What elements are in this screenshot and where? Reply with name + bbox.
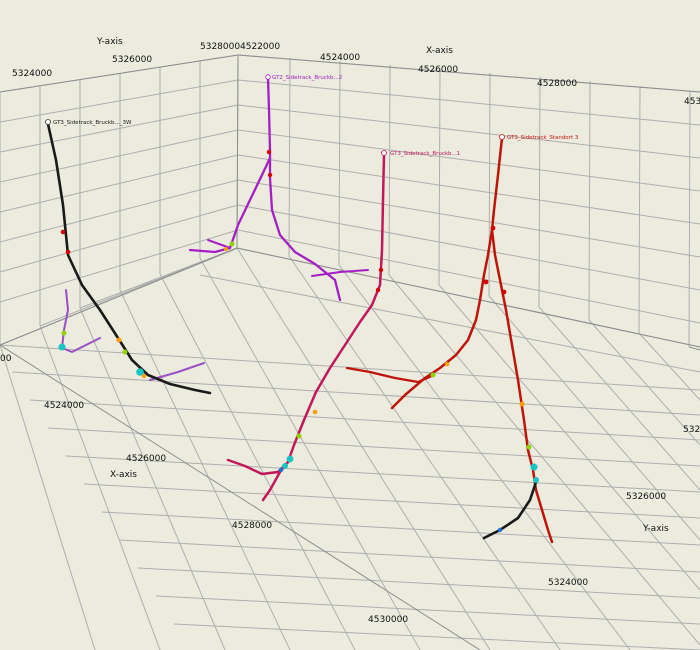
well-a-wellhead-marker bbox=[45, 119, 51, 125]
marker-red-b2 bbox=[267, 172, 273, 178]
marker-red-a1 bbox=[60, 229, 66, 235]
well-b-wellhead-marker bbox=[265, 74, 271, 80]
tick-bottom-x-3: 4530000 bbox=[368, 615, 408, 625]
marker-red-d2 bbox=[483, 279, 489, 285]
tick-top-y-1: 5326000 bbox=[112, 55, 152, 65]
marker-orange-d1 bbox=[444, 361, 450, 367]
grid-frame bbox=[0, 54, 700, 650]
well-a-purple-branch-2 bbox=[149, 362, 205, 381]
marker-cyan-d1 bbox=[530, 463, 538, 471]
tick-left-partial: 00 bbox=[0, 354, 12, 364]
well-label-c: GT3_Sidetrack_Bruckb...1 bbox=[390, 151, 460, 157]
well-trajectory-a[interactable] bbox=[45, 119, 212, 395]
well-b-branch-left bbox=[188, 156, 272, 254]
well-c-wellhead-marker bbox=[381, 150, 387, 156]
well-d-main-path bbox=[390, 136, 504, 410]
axis-ticks: 5324000 5326000 5328000 4522000 4524000 … bbox=[0, 42, 700, 625]
tick-top-x-0: 4522000 bbox=[240, 42, 280, 52]
tick-top-x-3: 4528000 bbox=[537, 79, 577, 89]
well-c-main-path bbox=[261, 153, 386, 502]
marker-green-c1 bbox=[296, 433, 302, 439]
tick-top-x-2: 4526000 bbox=[418, 65, 458, 75]
well-b-main-path bbox=[266, 76, 342, 302]
marker-orange-c1 bbox=[312, 409, 318, 415]
tick-top-x-1: 4524000 bbox=[320, 53, 360, 63]
well-b-branch-left-2 bbox=[207, 239, 231, 249]
tick-top-y-0: 5324000 bbox=[12, 69, 52, 79]
marker-green-d2 bbox=[526, 444, 532, 450]
marker-cyan-a2 bbox=[136, 368, 144, 376]
tick-top-x-4: 453 bbox=[684, 97, 700, 107]
tick-bottom-x-1: 4526000 bbox=[126, 454, 166, 464]
marker-red-d1 bbox=[490, 225, 496, 231]
well-d-black-tail bbox=[482, 480, 538, 540]
marker-green-d1 bbox=[430, 372, 436, 378]
marker-cyan-c1 bbox=[286, 455, 294, 463]
x-axis-title-top: X-axis bbox=[426, 46, 453, 56]
marker-red-d3 bbox=[501, 289, 507, 295]
well-b-branch-right bbox=[311, 269, 369, 277]
well-trajectory-b[interactable] bbox=[188, 74, 369, 302]
marker-orange-a2 bbox=[141, 373, 147, 379]
tick-right-y-1: 5326000 bbox=[626, 492, 666, 502]
well-d-branch-south bbox=[490, 228, 554, 544]
marker-orange-b1 bbox=[224, 247, 228, 251]
marker-cyan-a1 bbox=[58, 343, 66, 351]
tick-bottom-x-0: 4524000 bbox=[44, 401, 84, 411]
marker-red-c2 bbox=[375, 287, 381, 293]
tick-bottom-x-2: 4528000 bbox=[232, 521, 272, 531]
marker-orange-a1 bbox=[116, 337, 122, 343]
marker-red-b1 bbox=[266, 149, 272, 155]
well-label-a: GT3_Sidetrack_Bruckb..._3W bbox=[53, 120, 132, 126]
tick-right-y-0: 5324000 bbox=[548, 578, 588, 588]
y-axis-title-right: Y-axis bbox=[642, 524, 669, 534]
marker-red-c1 bbox=[378, 267, 384, 273]
well-d-branch-east-west bbox=[345, 366, 436, 384]
marker-green-a1 bbox=[61, 330, 67, 336]
x-axis-title-bottom: X-axis bbox=[110, 470, 137, 480]
grid-box bbox=[0, 54, 700, 650]
well-a-purple-branch bbox=[61, 289, 101, 353]
well-d-wellhead-marker bbox=[499, 134, 505, 140]
well-label-b: GT2_Sidetrack_Bruckb...2 bbox=[272, 75, 342, 81]
well-label-d: GT3_Sidetrack_Standort 3 bbox=[507, 135, 579, 141]
marker-orange-d2 bbox=[519, 401, 525, 407]
marker-blue-d1 bbox=[497, 527, 503, 533]
tick-top-y-2: 5328000 bbox=[200, 42, 240, 52]
marker-cyan-c2 bbox=[282, 463, 288, 469]
marker-green-b1 bbox=[229, 241, 235, 247]
marker-red-a2 bbox=[65, 249, 71, 255]
marker-cyan-d2 bbox=[533, 477, 539, 483]
tick-right-y-2: 532 bbox=[683, 425, 700, 435]
marker-green-a2 bbox=[122, 349, 128, 355]
well-trajectory-d[interactable] bbox=[345, 134, 554, 544]
marker-blue-c1 bbox=[278, 467, 284, 473]
well-a-main-path bbox=[46, 122, 212, 395]
y-axis-title-top: Y-axis bbox=[96, 37, 123, 47]
well-trajectory-c[interactable] bbox=[226, 150, 387, 502]
